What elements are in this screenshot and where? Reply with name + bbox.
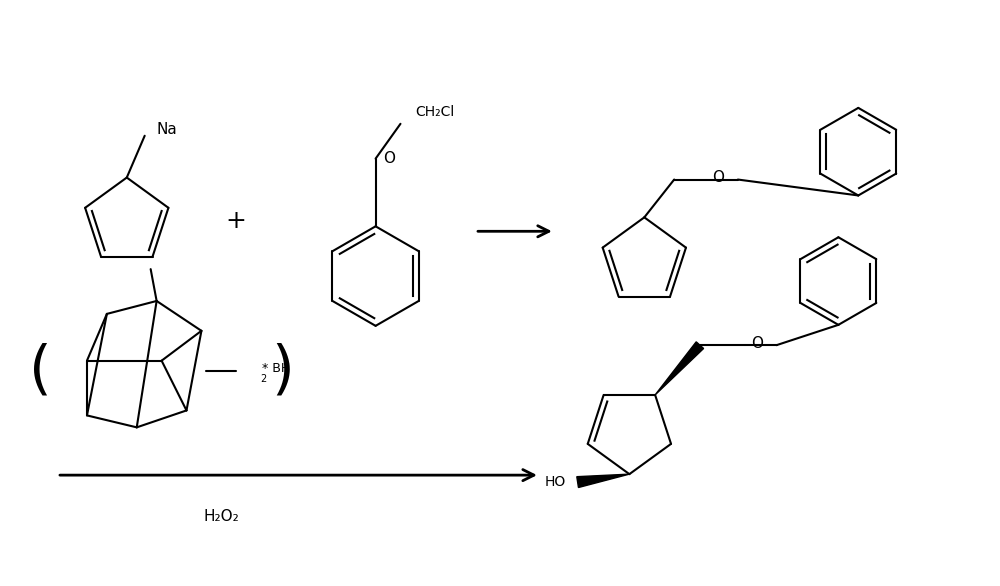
Polygon shape	[577, 474, 629, 488]
Text: (: (	[29, 342, 52, 399]
Text: O: O	[751, 336, 763, 350]
Text: 2: 2	[260, 374, 266, 384]
Text: CH₂Cl: CH₂Cl	[416, 105, 455, 119]
Text: Na: Na	[156, 122, 177, 137]
Text: HO: HO	[545, 475, 566, 489]
Text: O: O	[712, 170, 724, 185]
Text: O: O	[384, 151, 396, 166]
Text: ): )	[272, 342, 294, 399]
Text: +: +	[226, 209, 247, 233]
Text: H₂O₂: H₂O₂	[203, 509, 239, 524]
Polygon shape	[655, 342, 704, 395]
Text: * BH: * BH	[262, 362, 290, 375]
